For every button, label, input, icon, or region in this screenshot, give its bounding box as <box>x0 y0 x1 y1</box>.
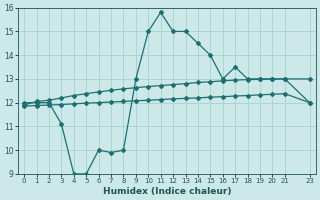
X-axis label: Humidex (Indice chaleur): Humidex (Indice chaleur) <box>103 187 231 196</box>
